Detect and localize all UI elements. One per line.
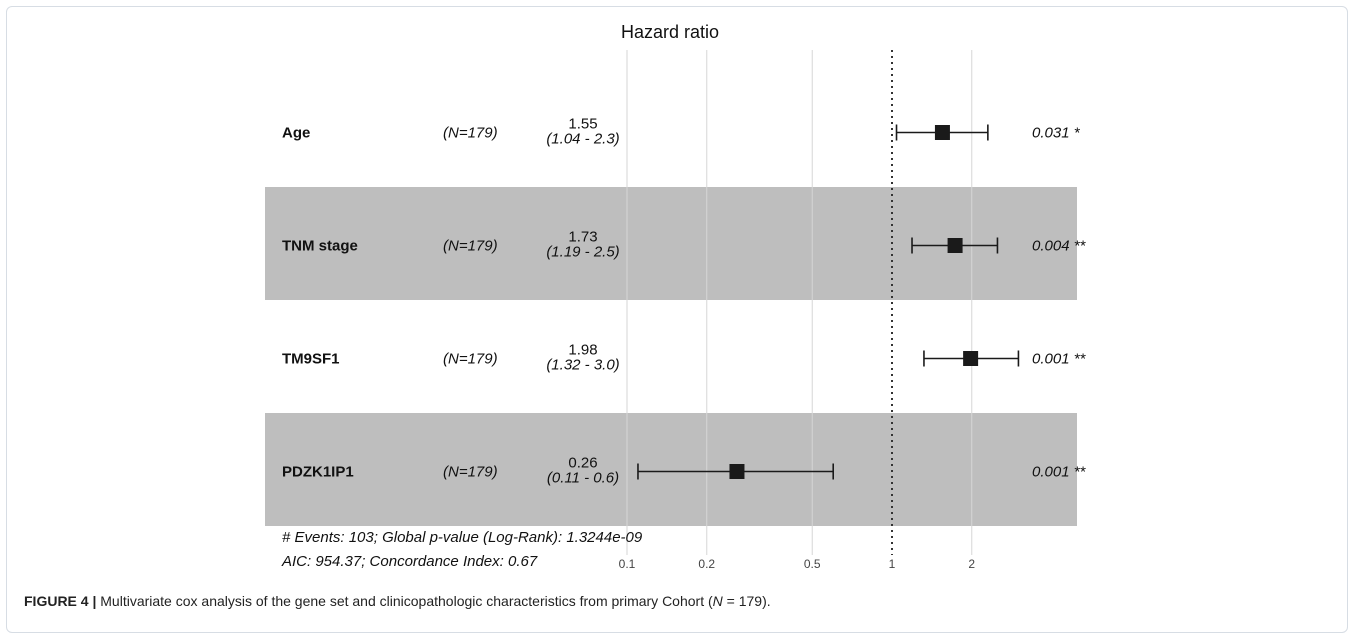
caption-text-end: = 179). — [722, 593, 771, 609]
row-hr-label: 1.98 — [568, 342, 597, 359]
row-n-label: (N=179) — [443, 351, 498, 368]
row-bands — [265, 187, 1077, 526]
hr-point — [963, 351, 979, 366]
row-hr-label: 1.73 — [568, 229, 597, 246]
row-significance: ** — [1070, 351, 1087, 368]
row-significance: * — [1070, 125, 1081, 142]
hr-point — [947, 238, 963, 253]
row-name: TNM stage — [282, 238, 358, 255]
hr-point — [729, 464, 745, 479]
row-ci-label: (1.04 - 2.3) — [546, 131, 619, 148]
x-axis-ticks: 0.1 0.2 0.5 1 2 — [619, 557, 976, 571]
caption-n-symbol: N — [712, 593, 723, 609]
row-p-value: 0.001 ** — [1032, 464, 1087, 481]
row-name: Age — [282, 125, 310, 142]
footnote-line: AIC: 954.37; Concordance Index: 0.67 — [281, 553, 538, 570]
row-name: PDZK1IP1 — [282, 464, 354, 481]
chart-title: Hazard ratio — [621, 22, 719, 42]
forest-row: PDZK1IP1 (N=179) 0.26(0.11 - 0.6) 0.001 ** — [282, 455, 1087, 487]
row-p-number: 0.001 — [1032, 351, 1070, 368]
forest-row: TM9SF1 (N=179) 1.98(1.32 - 3.0) 0.001 ** — [282, 342, 1087, 374]
x-tick-label: 0.1 — [619, 557, 636, 571]
hr-point — [934, 125, 950, 140]
forest-row: Age (N=179) 1.55(1.04 - 2.3) 0.031 * — [282, 116, 1081, 148]
x-tick-label: 2 — [968, 557, 975, 571]
row-significance: ** — [1070, 464, 1087, 481]
footnote-line: # Events: 103; Global p-value (Log-Rank)… — [282, 529, 643, 546]
x-tick-label: 0.5 — [804, 557, 821, 571]
figure-frame — [6, 6, 1348, 633]
row-ci-label: (1.19 - 2.5) — [546, 244, 619, 261]
row-n-label: (N=179) — [443, 464, 498, 481]
row-p-value: 0.004 ** — [1032, 238, 1087, 255]
footnote: # Events: 103; Global p-value (Log-Rank)… — [281, 529, 643, 570]
forest-rows: Age (N=179) 1.55(1.04 - 2.3) 0.031 * TNM sta… — [282, 116, 1087, 487]
row-p-value: 0.031 * — [1032, 125, 1081, 142]
row-p-number: 0.004 — [1032, 238, 1070, 255]
forest-row: TNM stage (N=179) 1.73(1.19 - 2.5) 0.004 ** — [282, 229, 1087, 261]
forest-plot: Age (N=179) 1.55(1.04 - 2.3) 0.031 * TNM sta… — [265, 22, 1087, 571]
row-p-number: 0.001 — [1032, 464, 1070, 481]
row-ci-label: (1.32 - 3.0) — [546, 357, 619, 374]
row-p-value: 0.001 ** — [1032, 351, 1087, 368]
row-n-label: (N=179) — [443, 125, 498, 142]
row-hr-label: 1.55 — [568, 116, 597, 133]
row-significance: ** — [1070, 238, 1087, 255]
row-band — [265, 413, 1077, 526]
row-band — [265, 187, 1077, 300]
row-n-label: (N=179) — [443, 238, 498, 255]
row-p-number: 0.031 — [1032, 125, 1070, 142]
caption-label: FIGURE 4 | — [24, 593, 97, 609]
row-name: TM9SF1 — [282, 351, 340, 368]
row-ci-label: (0.11 - 0.6) — [547, 470, 619, 487]
figure-caption: FIGURE 4 | Multivariate cox analysis of … — [24, 593, 1324, 609]
caption-text: Multivariate cox analysis of the gene se… — [100, 593, 713, 609]
x-tick-label: 1 — [889, 557, 896, 571]
row-hr-label: 0.26 — [568, 455, 597, 472]
x-tick-label: 0.2 — [698, 557, 715, 571]
